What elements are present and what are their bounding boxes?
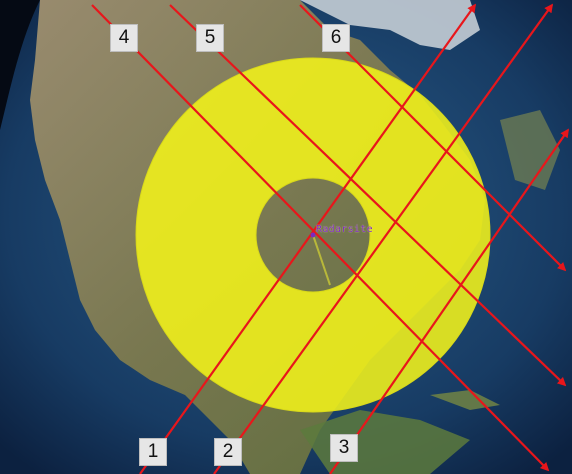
track-1[interactable]: [139, 3, 477, 474]
radar-coverage-ring: [136, 58, 490, 412]
track-marker-6[interactable]: 6: [322, 24, 350, 52]
caribbean-islands: [430, 390, 500, 410]
coverage-outer-edge: [135, 57, 491, 413]
radar-site-label: Radarsite: [316, 224, 373, 235]
track-marker-1[interactable]: 1: [139, 438, 167, 466]
coverage-inner-edge: [255, 177, 371, 293]
arctic-islands: [300, 0, 480, 50]
flight-tracks: [91, 3, 570, 474]
space-corner: [0, 0, 40, 130]
radar-site-dot[interactable]: [310, 232, 316, 238]
track-4[interactable]: [91, 4, 550, 472]
track-3[interactable]: [329, 128, 570, 474]
track-marker-3[interactable]: 3: [330, 434, 358, 462]
east-coast-islands: [500, 110, 560, 190]
radar-beam: [312, 234, 331, 286]
track-marker-2[interactable]: 2: [214, 438, 242, 466]
track-5[interactable]: [169, 4, 567, 387]
track-marker-4[interactable]: 4: [110, 24, 138, 52]
track-2[interactable]: [213, 3, 554, 474]
track-marker-5[interactable]: 5: [196, 24, 224, 52]
